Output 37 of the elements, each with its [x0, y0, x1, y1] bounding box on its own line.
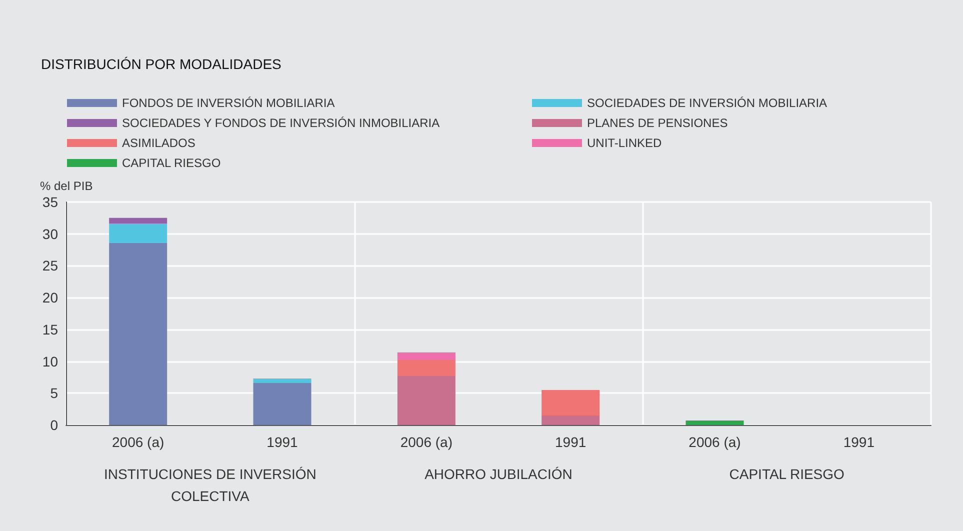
bar	[109, 224, 168, 243]
y-tick-label: 25	[42, 258, 58, 274]
x-tick-label: 2006 (a)	[112, 434, 164, 450]
x-tick-label: 1991	[555, 434, 586, 450]
legend-label: CAPITAL RIESGO	[122, 156, 221, 170]
y-tick-label: 20	[42, 290, 58, 306]
legend-label: ASIMILADOS	[122, 136, 196, 150]
x-tick-label: 1991	[843, 434, 875, 450]
x-tick-label: 1991	[266, 434, 298, 450]
legend-label: SOCIEDADES Y FONDOS DE INVERSIÓN INMOBILIARIA	[122, 116, 440, 130]
bar	[542, 415, 600, 425]
y-tick-label: 10	[42, 353, 58, 370]
text: AHORRO JUBILACIÓN	[424, 466, 572, 482]
y-tick-label: 35	[42, 194, 58, 210]
legend-label: UNIT-LINKED	[587, 136, 662, 150]
bar	[253, 378, 312, 383]
y-axis-title: % del PIB	[40, 179, 93, 193]
bar	[686, 420, 744, 425]
bar	[253, 382, 312, 425]
text: CAPITAL RIESGO	[729, 466, 845, 482]
legend-label: SOCIEDADES DE INVERSIÓN MOBILIARIA	[587, 96, 828, 110]
chart-title: DISTRIBUCIÓN POR MODALIDADES	[41, 56, 282, 72]
y-tick-label: 30	[42, 226, 58, 242]
bar	[109, 242, 168, 425]
legend-label: PLANES DE PENSIONES	[587, 116, 728, 130]
y-tick-label: 0	[50, 417, 58, 433]
bar	[397, 376, 456, 425]
y-tick-label: 15	[42, 321, 58, 338]
bar	[109, 218, 168, 224]
y-tick-label: 5	[50, 385, 58, 402]
bar	[542, 390, 600, 416]
x-tick-label: 2006 (a)	[400, 434, 452, 450]
legend-label: FONDOS DE INVERSIÓN MOBILIARIA	[122, 96, 335, 110]
bar	[397, 352, 456, 360]
x-tick-label: 2006 (a)	[688, 434, 741, 450]
bar	[397, 360, 456, 376]
text: INSTITUCIONES DE INVERSIÓN COLECTIVA	[104, 466, 316, 504]
